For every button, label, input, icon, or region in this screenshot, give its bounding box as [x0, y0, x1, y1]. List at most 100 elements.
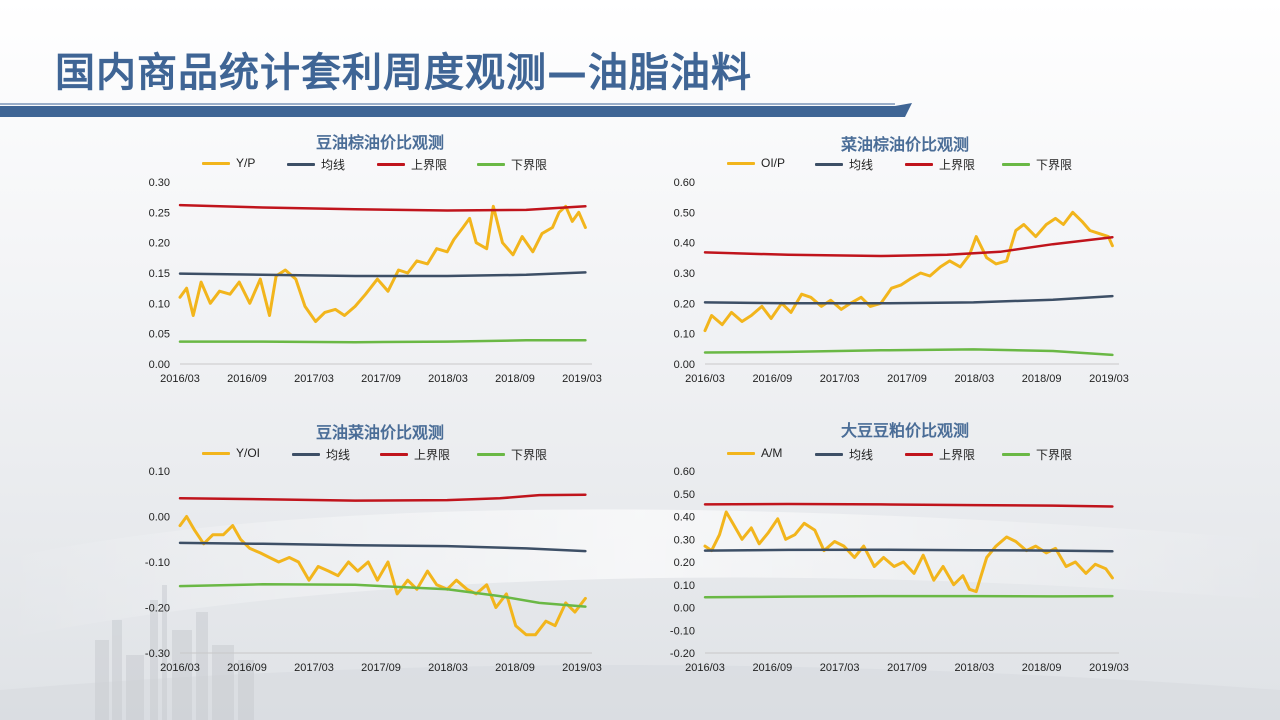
series-line-2: [178, 493, 587, 502]
legend-swatch: [905, 453, 933, 456]
legend-item: 上界限: [905, 446, 975, 463]
plot-area: 0.10 0.00 -0.10 -0.20 -0.30 2016/03 2016/09 201…: [145, 466, 602, 674]
legend-item: 均线: [287, 156, 345, 173]
legend-swatch: [905, 163, 933, 166]
x-tick-label: 2016/09: [752, 373, 792, 385]
legend-label: 下界限: [511, 448, 548, 462]
plot-area: 0.30 0.25 0.20 0.15 0.10 0.05 0.00 2016/03 2016/…: [149, 177, 602, 385]
chart-panel-soyoil-rapeoil: 豆油菜油价比观测 Y/OI 均线 上界限 下界限: [140, 415, 620, 685]
legend-label: 上界限: [939, 158, 976, 172]
legend-label: 下界限: [511, 158, 548, 172]
x-tick-label: 2018/09: [1022, 373, 1062, 385]
chart-panel-rapeoil-palm: 菜油棕油价比观测 OI/P 均线 上界限 下界限: [665, 125, 1145, 395]
legend-swatch: [815, 163, 843, 166]
legend-swatch: [815, 453, 843, 456]
chart-legend: Y/OI 均线 上界限 下界限: [140, 446, 620, 462]
chart-title: 菜油棕油价比观测: [840, 135, 969, 154]
series-line-3: [703, 348, 1114, 357]
legend-item: 下界限: [1002, 156, 1072, 173]
x-tick-label: 2019/03: [562, 373, 602, 385]
x-tick-label: 2019/03: [562, 662, 602, 674]
page-title: 国内商品统计套利周度观测—油脂油料: [55, 50, 752, 96]
y-tick-label: 0.30: [674, 268, 695, 280]
x-tick-label: 2016/03: [160, 662, 200, 674]
y-tick-label: 0.00: [149, 512, 170, 524]
legend-item: OI/P: [727, 156, 785, 170]
series-line-1: [178, 541, 587, 553]
y-tick-label: 0.50: [674, 207, 695, 219]
legend-label: 均线: [321, 158, 346, 172]
legend-label: 均线: [849, 448, 874, 462]
plot-area: 0.60 0.50 0.40 0.30 0.20 0.10 0.00 -0.10 -0.20 20…: [670, 466, 1129, 674]
y-tick-label: 0.50: [674, 489, 695, 501]
legend-swatch: [202, 161, 230, 165]
legend-swatch: [377, 163, 405, 166]
series-line-3: [178, 339, 587, 344]
legend-item: 下界限: [1002, 446, 1072, 463]
legend-item: 下界限: [477, 156, 547, 173]
series-line-1: [703, 294, 1114, 305]
x-tick-label: 2019/03: [1089, 662, 1129, 674]
legend-label: 下界限: [1036, 448, 1073, 462]
y-tick-label: 0.20: [674, 557, 695, 569]
chart-panel-soyoil-palm: 豆油棕油价比观测 Y/P 均线 上界限 下界限: [140, 125, 620, 395]
legend-label: 均线: [849, 158, 874, 172]
chart-legend: A/M 均线 上界限 下界限: [665, 446, 1145, 462]
x-tick-label: 2017/09: [361, 662, 401, 674]
legend-label: 均线: [326, 448, 351, 462]
series-line-2: [178, 203, 587, 212]
y-tick-label: 0.10: [674, 580, 695, 592]
chart-title: 大豆豆粕价比观测: [840, 421, 969, 440]
x-tick-label: 2016/09: [227, 373, 267, 385]
y-tick-label: -0.10: [670, 625, 695, 637]
title-underline-bar: [0, 103, 912, 117]
legend-item: Y/P: [202, 156, 255, 170]
chart-title: 豆油菜油价比观测: [315, 423, 444, 442]
x-tick-label: 2017/03: [294, 373, 334, 385]
legend-item: A/M: [727, 446, 782, 460]
x-tick-label: 2016/03: [685, 662, 725, 674]
legend-label: 下界限: [1036, 158, 1073, 172]
x-tick-label: 2017/03: [820, 662, 860, 674]
y-tick-label: 0.10: [149, 298, 170, 310]
legend-swatch: [477, 163, 505, 166]
legend-item: 上界限: [377, 156, 447, 173]
y-tick-label: 0.20: [149, 238, 170, 250]
y-tick-label: 0.20: [674, 298, 695, 310]
y-tick-label: 0.10: [674, 329, 695, 341]
x-tick-label: 2019/03: [1089, 373, 1129, 385]
legend-label: A/M: [761, 446, 783, 460]
y-tick-label: 0.10: [149, 466, 170, 478]
y-tick-label: 0.05: [149, 329, 170, 341]
legend-item: 上界限: [905, 156, 975, 173]
y-tick-label: 0.25: [149, 207, 170, 219]
x-tick-label: 2017/09: [887, 373, 927, 385]
x-tick-label: 2016/09: [227, 662, 267, 674]
x-tick-label: 2017/09: [887, 662, 927, 674]
x-tick-label: 2018/09: [495, 662, 535, 674]
y-tick-label: 0.60: [674, 177, 695, 189]
y-tick-label: 0.40: [674, 238, 695, 250]
legend-item: 上界限: [380, 446, 450, 463]
series-line-1: [178, 271, 587, 278]
x-tick-label: 2018/03: [428, 662, 468, 674]
chart-title: 豆油棕油价比观测: [315, 133, 444, 152]
x-tick-label: 2016/09: [752, 662, 792, 674]
legend-label: Y/OI: [236, 446, 261, 460]
x-tick-label: 2018/03: [428, 373, 468, 385]
y-tick-label: 0.60: [674, 466, 695, 478]
legend-swatch: [1002, 453, 1030, 456]
y-tick-label: 0.00: [149, 359, 170, 371]
y-tick-label: -0.30: [145, 648, 170, 660]
legend-label: 上界限: [939, 448, 976, 462]
x-tick-label: 2017/03: [294, 662, 334, 674]
legend-item: 均线: [815, 156, 873, 173]
y-tick-label: -0.20: [670, 648, 695, 660]
chart-legend: OI/P 均线 上界限 下界限: [665, 156, 1145, 172]
legend-label: Y/P: [236, 156, 256, 170]
legend-label: 上界限: [411, 158, 448, 172]
y-tick-label: 0.30: [674, 534, 695, 546]
y-tick-label: 0.00: [674, 603, 695, 615]
legend-swatch: [292, 453, 320, 456]
x-tick-label: 2016/03: [685, 373, 725, 385]
